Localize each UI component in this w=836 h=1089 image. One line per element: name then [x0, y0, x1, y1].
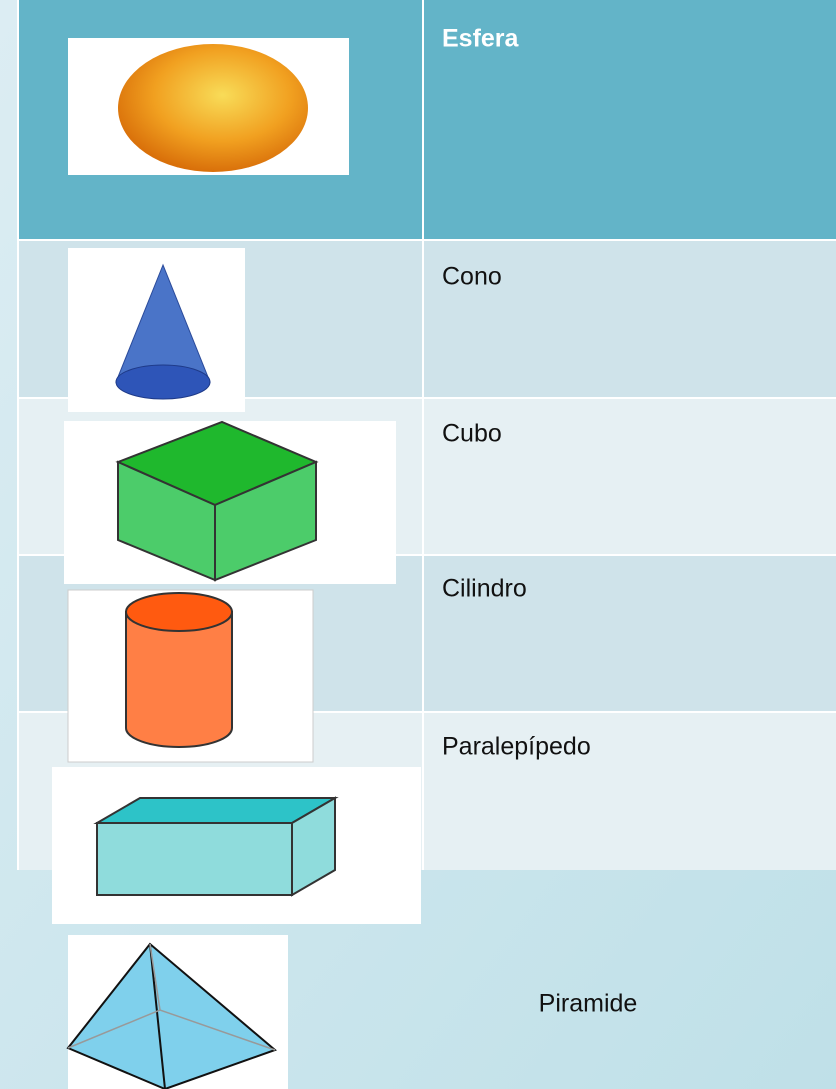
header-label: Esfera	[442, 25, 520, 53]
sphere-icon	[118, 44, 308, 172]
row-label: Cono	[442, 263, 502, 291]
pyramid-icon	[66, 942, 277, 1089]
row-label: Paralepípedo	[442, 733, 591, 761]
cuboid-icon	[93, 796, 339, 897]
row-label: Cubo	[442, 420, 502, 448]
footer-label: Piramide	[539, 990, 638, 1018]
row-label: Cilindro	[442, 575, 527, 603]
cube-icon	[115, 420, 319, 582]
cylinder-icon	[125, 592, 233, 748]
cone-icon	[115, 263, 211, 400]
